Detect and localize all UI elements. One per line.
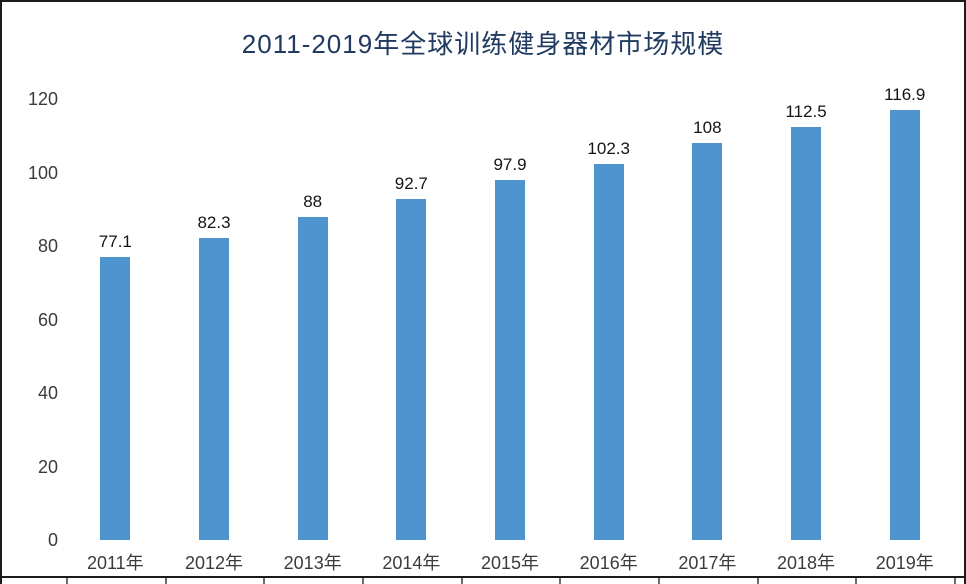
x-tick-label: 2012年 bbox=[184, 553, 244, 573]
bar-group: 108 bbox=[658, 99, 757, 540]
value-label: 108 bbox=[693, 118, 722, 138]
bar bbox=[100, 256, 131, 540]
bar-group: 112.5 bbox=[757, 99, 856, 540]
y-tick-label: 120 bbox=[27, 89, 58, 109]
grid-tick bbox=[460, 578, 463, 584]
grid-tick bbox=[164, 578, 167, 584]
bar-group: 102.3 bbox=[559, 99, 658, 540]
value-label: 116.9 bbox=[884, 85, 926, 105]
value-label: 77.1 bbox=[98, 231, 132, 251]
y-tick-label: 60 bbox=[37, 309, 58, 330]
bar-group: 97.9 bbox=[461, 99, 560, 540]
grid-tick bbox=[362, 578, 364, 584]
x-tick-label: 2013年 bbox=[283, 553, 342, 573]
bar bbox=[791, 126, 822, 540]
x-axis: 2011年 2012年 2013年 2014年 2015年 2016年 2017年 2018年… bbox=[66, 551, 954, 575]
table-grid-ticks bbox=[2, 578, 964, 584]
bottom-border-line bbox=[2, 576, 964, 578]
bar-group: 92.7 bbox=[362, 99, 461, 540]
plot-area: 77.1 82.3 88 92.7 97.9 102.3 108 112.5 116.9 bbox=[66, 85, 954, 540]
x-tick-label: 2016年 bbox=[579, 553, 638, 573]
bar bbox=[199, 237, 229, 540]
y-tick-label: 40 bbox=[37, 383, 58, 403]
y-tick-label: 20 bbox=[37, 456, 58, 477]
grid-tick bbox=[954, 578, 956, 584]
bar-group: 116.9 bbox=[855, 85, 954, 540]
chart-title: 2011-2019年全球训练健身器材市场规模 bbox=[241, 29, 725, 59]
value-label: 112.5 bbox=[785, 101, 827, 121]
grid-tick bbox=[263, 578, 266, 584]
grid-tick bbox=[855, 578, 858, 584]
bar bbox=[889, 110, 920, 540]
y-tick-label: 80 bbox=[37, 236, 58, 256]
bar bbox=[692, 143, 723, 540]
grid-tick bbox=[559, 578, 562, 584]
x-tick-label: 2015年 bbox=[481, 553, 540, 573]
grid-tick bbox=[66, 578, 68, 584]
bar bbox=[495, 180, 526, 540]
bar bbox=[593, 164, 624, 540]
bar-group: 82.3 bbox=[165, 99, 264, 540]
grid-tick bbox=[756, 578, 759, 584]
x-tick-label: 2018年 bbox=[777, 553, 836, 573]
bar-group: 88 bbox=[263, 99, 362, 540]
bar-group: 77.1 bbox=[66, 99, 165, 540]
value-label: 88 bbox=[303, 191, 323, 211]
x-tick-label: 2014年 bbox=[382, 553, 441, 573]
y-tick-label: 0 bbox=[47, 530, 58, 550]
value-label: 82.3 bbox=[197, 212, 231, 232]
grid-tick bbox=[658, 578, 660, 584]
y-tick-label: 100 bbox=[27, 162, 58, 183]
value-label: 97.9 bbox=[493, 155, 527, 175]
x-tick-label: 2017年 bbox=[678, 553, 737, 573]
value-label: 102.3 bbox=[587, 139, 630, 159]
x-tick-label: 2011年 bbox=[86, 553, 144, 573]
y-axis: 0 20 40 60 80 100 120 bbox=[12, 88, 58, 551]
bar bbox=[396, 199, 427, 540]
value-label: 92.7 bbox=[394, 174, 428, 194]
bar bbox=[297, 216, 328, 540]
x-tick-label: 2019年 bbox=[875, 553, 934, 573]
